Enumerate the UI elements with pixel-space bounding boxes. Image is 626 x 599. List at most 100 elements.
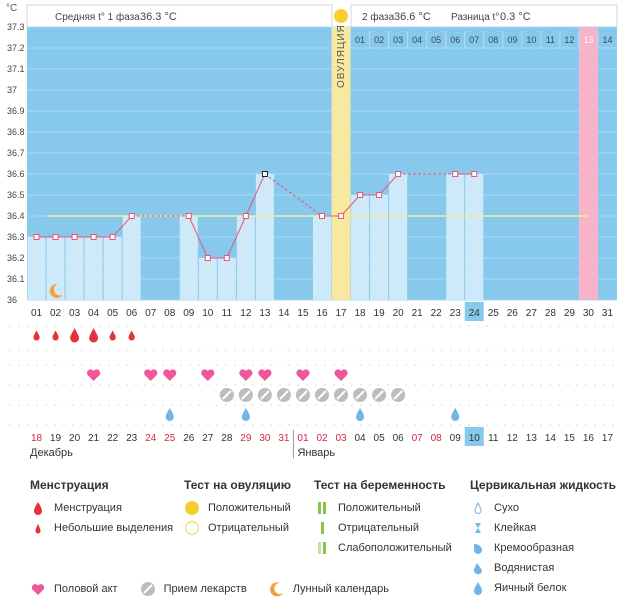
row-separator (18, 424, 20, 426)
row-separator (270, 384, 272, 386)
row-separator (36, 424, 38, 426)
row-separator (459, 364, 461, 366)
row-separator (468, 404, 470, 406)
row-separator (558, 349, 560, 351)
row-separator (126, 349, 128, 351)
row-separator (423, 364, 425, 366)
cycle-day-label: 27 (526, 308, 538, 319)
legend-item: Положительный (314, 498, 464, 518)
pill-stripe (317, 390, 327, 400)
temperature-bar (446, 174, 465, 300)
temperature-segment (378, 173, 399, 196)
cervical-drop-icon (451, 408, 460, 421)
row-separator (180, 325, 182, 327)
row-separator (297, 424, 299, 426)
row-separator (36, 325, 38, 327)
legend-title: Тест на беременность (314, 478, 446, 492)
row-separator (63, 325, 65, 327)
row-separator (189, 349, 191, 351)
cycle-day-label: 19 (374, 308, 386, 319)
temperature-point (376, 192, 383, 198)
cycle-day-label: 23 (450, 308, 462, 319)
row-separator (351, 384, 353, 386)
row-separator (576, 404, 578, 406)
row-separator (342, 349, 344, 351)
plot-area: ОВУЛЯЦИЯ 01 02 03 04 05 06 07 08 09 10 11 12 13 14 36 36… (7, 22, 617, 305)
phase2-value: 36.6 °C (394, 11, 431, 23)
row-separator (594, 349, 596, 351)
row-separator (540, 404, 542, 406)
row-separator (36, 384, 38, 386)
diff-value: 0.3 °C (500, 11, 531, 23)
row-separator (180, 349, 182, 351)
row-separator (279, 404, 281, 406)
row-separator (234, 349, 236, 351)
pill-stripe (222, 390, 232, 400)
row-separator (531, 384, 533, 386)
row-separator (207, 404, 209, 406)
row-separator (135, 404, 137, 406)
row-separator (27, 349, 29, 351)
row-separator (9, 364, 11, 366)
row-separator (36, 349, 38, 351)
row-separator (396, 325, 398, 327)
cycle-day-label: 09 (183, 308, 195, 319)
row-separator (603, 325, 605, 327)
row-separator (261, 424, 263, 426)
row-separator (171, 404, 173, 406)
heart-icon (201, 369, 215, 381)
pill-stripe (374, 390, 384, 400)
row-separator (387, 404, 389, 406)
row-separator (423, 325, 425, 327)
temperature-bar (65, 237, 84, 300)
row-separator (378, 349, 380, 351)
legend-label: Менструация (54, 502, 122, 514)
row-separator (81, 325, 83, 327)
ovulation-label: ОВУЛЯЦИЯ (336, 24, 347, 88)
row-separator (162, 364, 164, 366)
row-separator (531, 364, 533, 366)
phase2-day-label: 06 (450, 35, 460, 45)
row-separator (567, 384, 569, 386)
row-separator (378, 364, 380, 366)
row-separator (162, 325, 164, 327)
heart-icon (334, 369, 348, 381)
row-separator (576, 364, 578, 366)
row-separator (351, 404, 353, 406)
row-separator (522, 404, 524, 406)
legend-ovulation-test: Тест на овуляцию Положительный Отрицател… (184, 478, 314, 538)
temperature-point (185, 213, 192, 219)
phase2-day-label: 13 (583, 35, 593, 45)
row-separator (324, 325, 326, 327)
row-separator (450, 404, 452, 406)
cycle-day-label: 24 (469, 308, 481, 319)
temperature-point (471, 171, 478, 177)
heart-icon (31, 584, 45, 595)
row-separator (288, 384, 290, 386)
row-separator (45, 404, 47, 406)
legend-label: Водянистая (494, 562, 555, 574)
temperature-point (204, 255, 211, 261)
row-separator (342, 404, 344, 406)
row-separator (513, 384, 515, 386)
row-separator (63, 384, 65, 386)
row-separator (198, 424, 200, 426)
row-separator (333, 384, 335, 386)
y-tick-label: 36.9 (7, 106, 25, 116)
row-separator (324, 349, 326, 351)
row-separator (270, 325, 272, 327)
calendar-date-label: 21 (88, 433, 100, 444)
row-separator (297, 404, 299, 406)
row-separator (468, 325, 470, 327)
row-separator (558, 325, 560, 327)
egg-white-icon (474, 582, 482, 595)
row-separator (36, 404, 38, 406)
row-separator (540, 325, 542, 327)
row-separator (387, 384, 389, 386)
row-separator (315, 325, 317, 327)
temperature-segment (188, 215, 209, 259)
row-separator (153, 325, 155, 327)
row-separator (585, 404, 587, 406)
row-separator (90, 325, 92, 327)
calendar-date-label: 03 (335, 433, 347, 444)
